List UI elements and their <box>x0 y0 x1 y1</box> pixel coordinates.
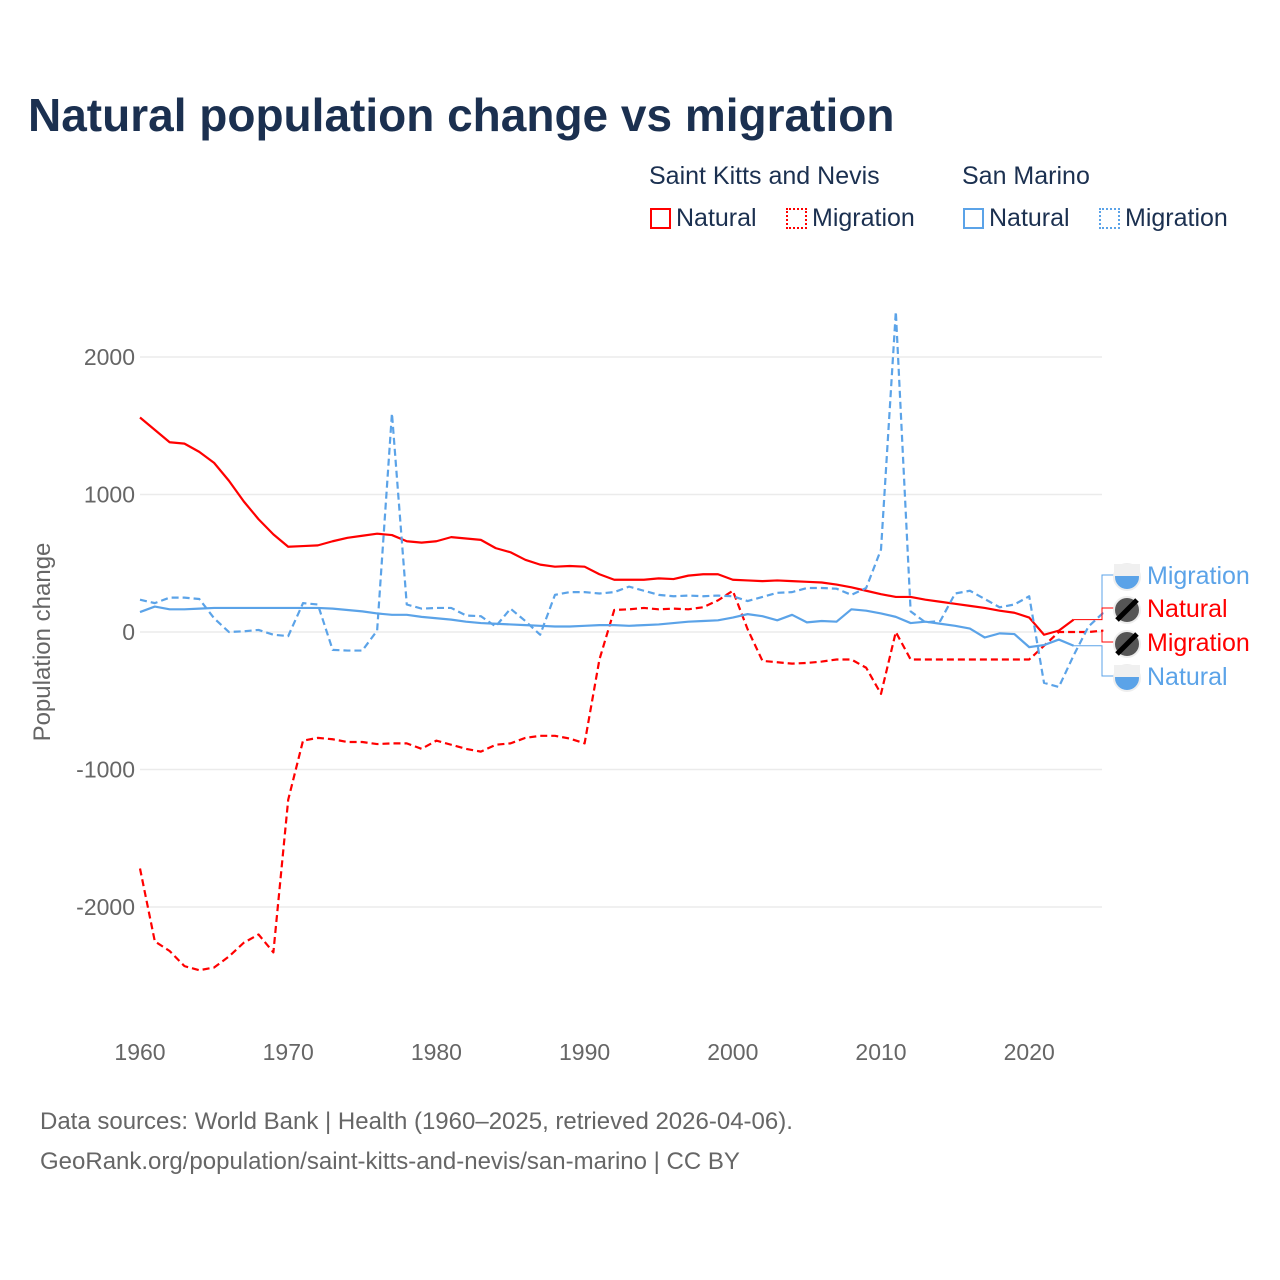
legend-swatch-dotted-icon <box>786 208 807 229</box>
x-tick-label: 1990 <box>559 1039 610 1065</box>
legend-label: Natural <box>676 204 757 232</box>
footer-source: Data sources: World Bank | Health (1960–… <box>40 1108 793 1135</box>
x-tick-label: 2010 <box>855 1039 906 1065</box>
end-label: Natural <box>1147 663 1228 691</box>
end-label: Migration <box>1147 629 1250 657</box>
y-axis-label: Population change <box>29 543 56 742</box>
x-tick-label: 1980 <box>411 1039 462 1065</box>
label-connector <box>1073 607 1114 621</box>
x-tick-label: 1960 <box>114 1039 165 1065</box>
flag-top-icon <box>1114 564 1140 576</box>
y-tick-label: 1000 <box>84 482 135 508</box>
legend-skn-natural[interactable]: Natural <box>650 204 757 233</box>
y-tick-label: 0 <box>122 619 135 645</box>
end-label: Natural <box>1147 595 1228 623</box>
legend-sm-natural[interactable]: Natural <box>963 204 1070 233</box>
flag-top-icon <box>1114 665 1140 677</box>
legend-label: Migration <box>1125 204 1228 232</box>
flag-stripe-icon <box>1115 632 1139 656</box>
label-connector <box>1073 645 1114 677</box>
series-line-san-marino-natural <box>139 605 1075 649</box>
x-tick-label: 2020 <box>1004 1039 1055 1065</box>
chart-title: Natural population change vs migration <box>28 89 895 141</box>
label-connector <box>1101 574 1114 614</box>
x-tick-label: 2000 <box>707 1039 758 1065</box>
legend-label: Migration <box>812 204 915 232</box>
series-line-saint-kitts-and-nevis-migration <box>138 589 1104 972</box>
legend-swatch-dotted-icon <box>1099 208 1120 229</box>
y-tick-label: -1000 <box>76 757 135 783</box>
end-label: Migration <box>1147 562 1250 590</box>
legend-group-saint-kitts: Saint Kitts and Nevis <box>649 162 880 190</box>
legend-group-san-marino: San Marino <box>962 162 1090 190</box>
legend-label: Natural <box>989 204 1070 232</box>
flag-stripe-icon <box>1115 598 1139 622</box>
legend-skn-migration[interactable]: Migration <box>786 204 915 233</box>
legend-swatch-solid-icon <box>650 208 671 229</box>
x-tick-label: 1970 <box>263 1039 314 1065</box>
series-line-san-marino-migration <box>139 310 1105 689</box>
series-line-saint-kitts-and-nevis-natural <box>139 416 1075 636</box>
legend-sm-migration[interactable]: Migration <box>1099 204 1228 233</box>
legend-swatch-solid-icon <box>963 208 984 229</box>
y-tick-label: 2000 <box>84 344 135 370</box>
label-connector <box>1101 630 1114 643</box>
y-tick-label: -2000 <box>76 894 135 920</box>
footer-link[interactable]: GeoRank.org/population/saint-kitts-and-n… <box>40 1148 740 1175</box>
